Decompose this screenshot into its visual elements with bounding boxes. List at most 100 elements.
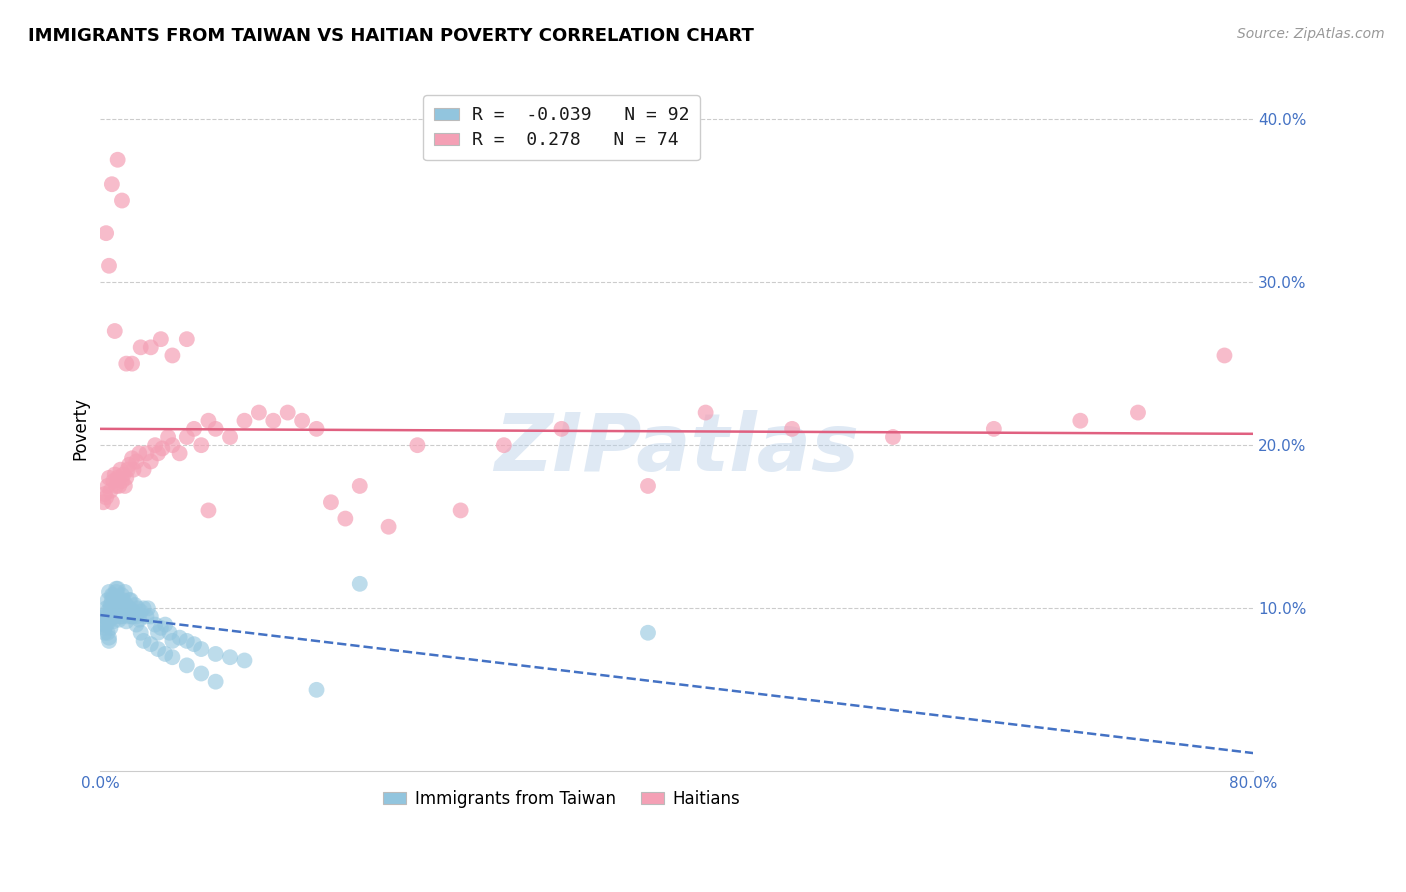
Point: [120, 593, 142, 607]
Point: [129, 605, 152, 619]
Point: [103, 588, 125, 602]
Point: [114, 605, 136, 619]
Point: [162, 438, 184, 452]
Point: [139, 637, 162, 651]
Point: [112, 593, 135, 607]
Point: [127, 601, 149, 615]
Point: [115, 471, 138, 485]
Point: [136, 601, 159, 615]
Point: [107, 605, 129, 619]
Point: [103, 615, 125, 629]
Point: [98, 471, 121, 485]
Point: [143, 438, 166, 452]
Point: [100, 483, 122, 498]
Point: [108, 613, 131, 627]
Point: [121, 609, 143, 624]
Point: [94, 226, 117, 240]
Point: [114, 585, 136, 599]
Point: [139, 454, 162, 468]
Point: [93, 609, 115, 624]
Point: [107, 471, 129, 485]
Point: [121, 609, 143, 624]
Point: [153, 647, 176, 661]
Point: [103, 605, 125, 619]
Point: [105, 593, 128, 607]
Point: [153, 617, 176, 632]
Point: [93, 621, 115, 635]
Point: [115, 615, 138, 629]
Point: [550, 422, 572, 436]
Point: [190, 666, 212, 681]
Point: [94, 491, 117, 505]
Point: [118, 601, 141, 615]
Point: [117, 463, 139, 477]
Point: [305, 422, 328, 436]
Point: [111, 588, 134, 602]
Point: [780, 422, 803, 436]
Point: [129, 340, 152, 354]
Point: [101, 605, 124, 619]
Point: [107, 598, 129, 612]
Point: [101, 178, 124, 192]
Point: [637, 625, 659, 640]
Point: [146, 625, 169, 640]
Point: [176, 332, 198, 346]
Point: [233, 414, 256, 428]
Point: [277, 406, 299, 420]
Point: [125, 454, 148, 468]
Point: [135, 446, 157, 460]
Point: [169, 631, 191, 645]
Point: [91, 495, 114, 509]
Legend: Immigrants from Taiwan, Haitians: Immigrants from Taiwan, Haitians: [377, 783, 747, 814]
Point: [96, 625, 118, 640]
Point: [122, 605, 145, 619]
Point: [114, 479, 136, 493]
Point: [115, 598, 138, 612]
Point: [91, 617, 114, 632]
Point: [94, 615, 117, 629]
Point: [121, 451, 143, 466]
Y-axis label: Poverty: Poverty: [72, 397, 89, 460]
Point: [132, 463, 155, 477]
Point: [117, 601, 139, 615]
Point: [335, 511, 357, 525]
Point: [197, 503, 219, 517]
Point: [104, 467, 127, 482]
Point: [143, 617, 166, 632]
Point: [1069, 414, 1091, 428]
Point: [98, 631, 121, 645]
Point: [103, 474, 125, 488]
Point: [128, 446, 150, 460]
Point: [162, 633, 184, 648]
Point: [349, 479, 371, 493]
Point: [149, 621, 172, 635]
Point: [305, 682, 328, 697]
Point: [146, 642, 169, 657]
Point: [157, 430, 180, 444]
Point: [101, 593, 124, 607]
Point: [983, 422, 1005, 436]
Point: [104, 593, 127, 607]
Point: [122, 463, 145, 477]
Point: [139, 609, 162, 624]
Point: [1213, 349, 1236, 363]
Point: [111, 474, 134, 488]
Point: [111, 194, 134, 208]
Point: [104, 601, 127, 615]
Point: [349, 577, 371, 591]
Point: [176, 658, 198, 673]
Point: [128, 613, 150, 627]
Point: [101, 588, 124, 602]
Point: [159, 625, 181, 640]
Point: [104, 609, 127, 624]
Point: [695, 406, 717, 420]
Point: [96, 593, 118, 607]
Point: [176, 430, 198, 444]
Point: [110, 609, 132, 624]
Point: [121, 357, 143, 371]
Point: [204, 422, 226, 436]
Point: [101, 495, 124, 509]
Point: [107, 153, 129, 167]
Point: [100, 598, 122, 612]
Point: [107, 582, 129, 596]
